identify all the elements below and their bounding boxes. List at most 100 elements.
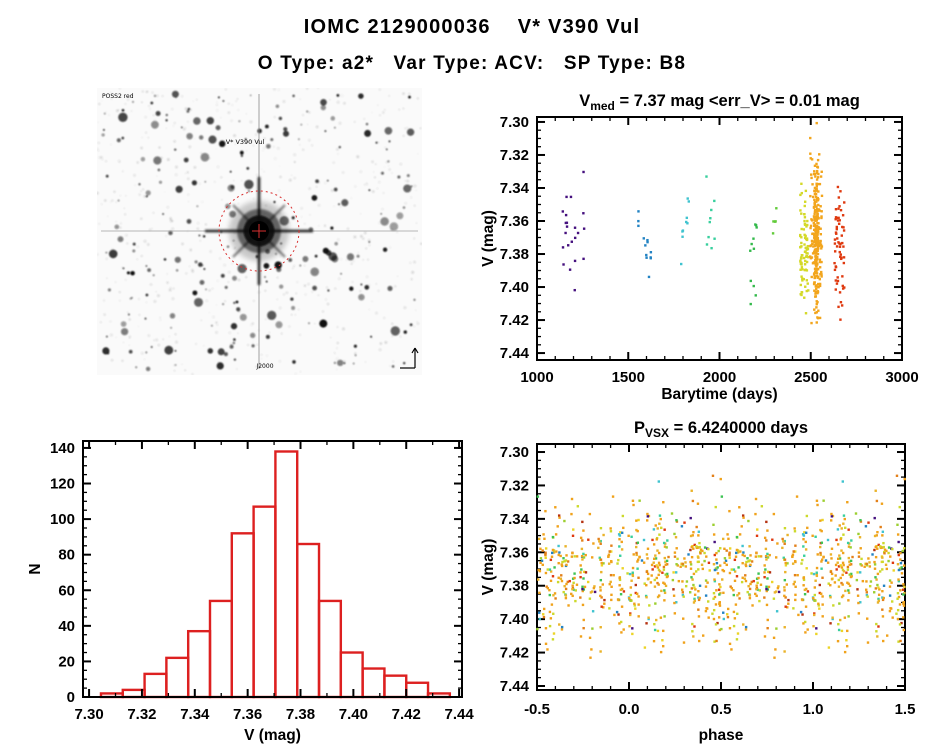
y-tick-label: 20 — [58, 653, 75, 670]
data-point — [730, 648, 733, 651]
data-point — [732, 568, 736, 571]
star — [168, 230, 173, 236]
data-point — [726, 533, 729, 536]
data-point — [868, 584, 872, 588]
data-point — [874, 587, 878, 590]
data-point — [646, 578, 650, 581]
star — [341, 199, 349, 207]
data-point — [783, 558, 787, 561]
data-point — [649, 257, 652, 260]
x-tick-label: 1500 — [612, 369, 645, 386]
data-point — [898, 505, 901, 509]
data-point — [738, 597, 741, 600]
data-point — [840, 527, 843, 530]
data-point — [857, 612, 861, 615]
data-point — [750, 580, 753, 584]
data-point — [803, 296, 806, 299]
data-point — [619, 620, 623, 624]
data-point — [803, 593, 807, 596]
data-point — [537, 578, 540, 581]
data-point — [728, 553, 731, 556]
data-point — [719, 547, 722, 550]
data-point — [820, 529, 823, 533]
data-point — [750, 242, 753, 246]
data-point — [865, 593, 869, 597]
data-point — [809, 136, 812, 140]
data-point — [818, 583, 821, 587]
data-point — [811, 183, 814, 186]
data-point — [821, 576, 824, 579]
data-point — [697, 556, 700, 559]
data-point — [817, 227, 821, 230]
data-point — [838, 219, 841, 222]
data-point — [861, 579, 865, 583]
data-point — [816, 316, 820, 320]
data-point — [659, 517, 662, 521]
data-point — [754, 512, 757, 516]
star — [236, 307, 241, 312]
data-point — [813, 281, 816, 284]
plot-frame — [82, 440, 463, 698]
data-point — [866, 617, 869, 620]
star — [385, 148, 388, 151]
data-point — [744, 625, 748, 629]
data-point — [711, 474, 715, 478]
star — [389, 222, 399, 231]
data-point — [817, 604, 820, 607]
data-point — [552, 612, 555, 616]
star — [204, 180, 207, 183]
data-point — [820, 275, 823, 278]
data-point — [681, 591, 684, 594]
star — [150, 346, 153, 348]
data-point — [566, 580, 569, 584]
data-point — [814, 192, 818, 196]
star — [273, 200, 276, 204]
x-tick-label: 7.36 — [233, 706, 262, 723]
data-point — [786, 533, 789, 537]
data-point — [814, 219, 817, 223]
data-point — [816, 238, 820, 242]
data-point — [644, 244, 647, 247]
data-point — [599, 586, 602, 589]
data-point — [582, 588, 586, 591]
data-point — [846, 581, 849, 584]
data-point — [802, 545, 805, 548]
data-point — [818, 284, 822, 288]
data-point — [551, 638, 555, 641]
data-point — [570, 555, 574, 558]
data-point — [754, 294, 757, 297]
data-point — [815, 234, 819, 238]
data-point — [883, 552, 886, 555]
data-point — [637, 210, 640, 213]
data-point — [576, 505, 580, 508]
star — [410, 185, 413, 188]
star — [170, 326, 173, 329]
plot-title: Vmed = 7.37 mag <err_V> = 0.01 mag — [579, 92, 860, 113]
data-point — [710, 246, 713, 250]
data-point — [881, 534, 884, 537]
data-point — [850, 572, 853, 576]
data-point — [564, 596, 568, 600]
data-point — [562, 557, 565, 560]
data-point — [729, 585, 732, 588]
data-point — [567, 604, 570, 607]
data-point — [637, 219, 640, 223]
data-point — [803, 216, 807, 219]
data-point — [704, 585, 708, 588]
data-point — [837, 305, 840, 309]
data-point — [619, 531, 622, 534]
star — [227, 184, 235, 192]
data-point — [573, 572, 576, 575]
star — [408, 95, 411, 99]
data-point — [692, 635, 695, 638]
star — [169, 313, 176, 319]
data-point — [682, 641, 686, 644]
data-point — [695, 525, 698, 529]
data-point — [610, 585, 613, 588]
data-point — [759, 583, 763, 586]
data-point — [775, 610, 779, 613]
data-point — [882, 584, 886, 587]
data-point — [692, 601, 696, 604]
data-point — [756, 528, 759, 531]
data-point — [575, 555, 579, 558]
